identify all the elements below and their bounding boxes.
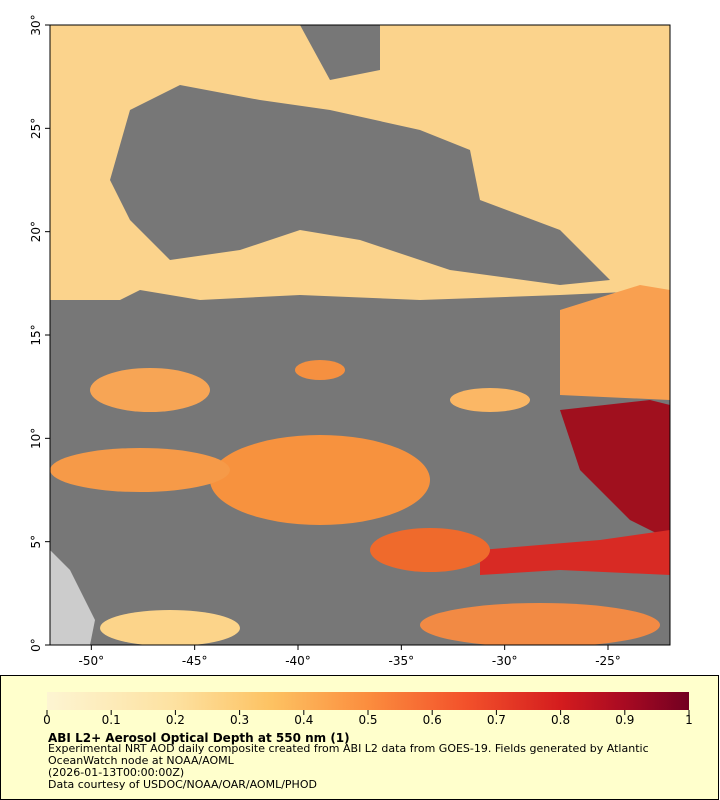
- legend-text: Experimental NRT AOD daily composite cre…: [48, 731, 688, 791]
- aod-field: [50, 448, 230, 492]
- x-tick-label: -45°: [182, 654, 208, 668]
- colorbar-tick-label: 0.7: [487, 713, 506, 727]
- colorbar-tick-label: 0.3: [230, 713, 249, 727]
- axes: -50° -45° -40° -35° -30° -25° 0° 5° 10° 15° 20° 25°…: [29, 14, 621, 668]
- aod-field: [210, 435, 430, 525]
- y-tick-label: 5°: [29, 535, 43, 549]
- aod-field: [560, 285, 670, 400]
- x-tick-label: -40°: [285, 654, 311, 668]
- aod-field: [420, 603, 660, 645]
- colorbar-tick-label: 1: [685, 713, 693, 727]
- cloud-gap: [300, 25, 380, 80]
- y-tick-label: 0°: [29, 638, 43, 652]
- colorbar-tick-label: 0.2: [166, 713, 185, 727]
- land: [50, 550, 95, 645]
- aod-field: [560, 400, 670, 540]
- colorbar-tick-label: 0.6: [423, 713, 442, 727]
- aod-field: [480, 530, 670, 575]
- aod-field: [90, 368, 210, 412]
- y-tick-label: 10°: [29, 428, 43, 449]
- y-tick-label: 25°: [29, 118, 43, 139]
- colorbar-tick-label: 0.4: [294, 713, 313, 727]
- x-tick-label: -50°: [79, 654, 105, 668]
- time: (2026-01-13T00:00:00Z): [48, 766, 185, 779]
- description: Experimental NRT AOD daily composite cre…: [48, 742, 649, 767]
- title: ABI L2+ Aerosol Optical Depth at 550 nm …: [48, 731, 350, 745]
- credit: Data courtesy of USDOC/NOAA/OAR/AOML/PHO…: [48, 778, 317, 791]
- aod-field: [370, 528, 490, 572]
- aod-field: [100, 610, 240, 645]
- cloud-gap: [110, 85, 610, 285]
- colorbar-tick-label: 0.9: [615, 713, 634, 727]
- x-tick-label: -25°: [595, 654, 621, 668]
- y-tick-label: 15°: [29, 324, 43, 345]
- aod-field: [450, 388, 530, 412]
- x-tick-label: -30°: [492, 654, 518, 668]
- colorbar-tick-label: 0.8: [551, 713, 570, 727]
- x-tick-label: -35°: [389, 654, 415, 668]
- y-tick-label: 20°: [29, 221, 43, 242]
- colorbar-tick-label: 0.1: [102, 713, 121, 727]
- colorbar-tick-label: 0: [43, 713, 51, 727]
- map-raster: [50, 25, 670, 645]
- colorbar: [47, 692, 689, 710]
- y-tick-label: 30°: [29, 14, 43, 35]
- aod-field: [295, 360, 345, 380]
- colorbar-axis: 0 0.1 0.2 0.3 0.4 0.5 0.6 0.7 0.8 0.9 1: [43, 710, 693, 727]
- colorbar-tick-label: 0.5: [358, 713, 377, 727]
